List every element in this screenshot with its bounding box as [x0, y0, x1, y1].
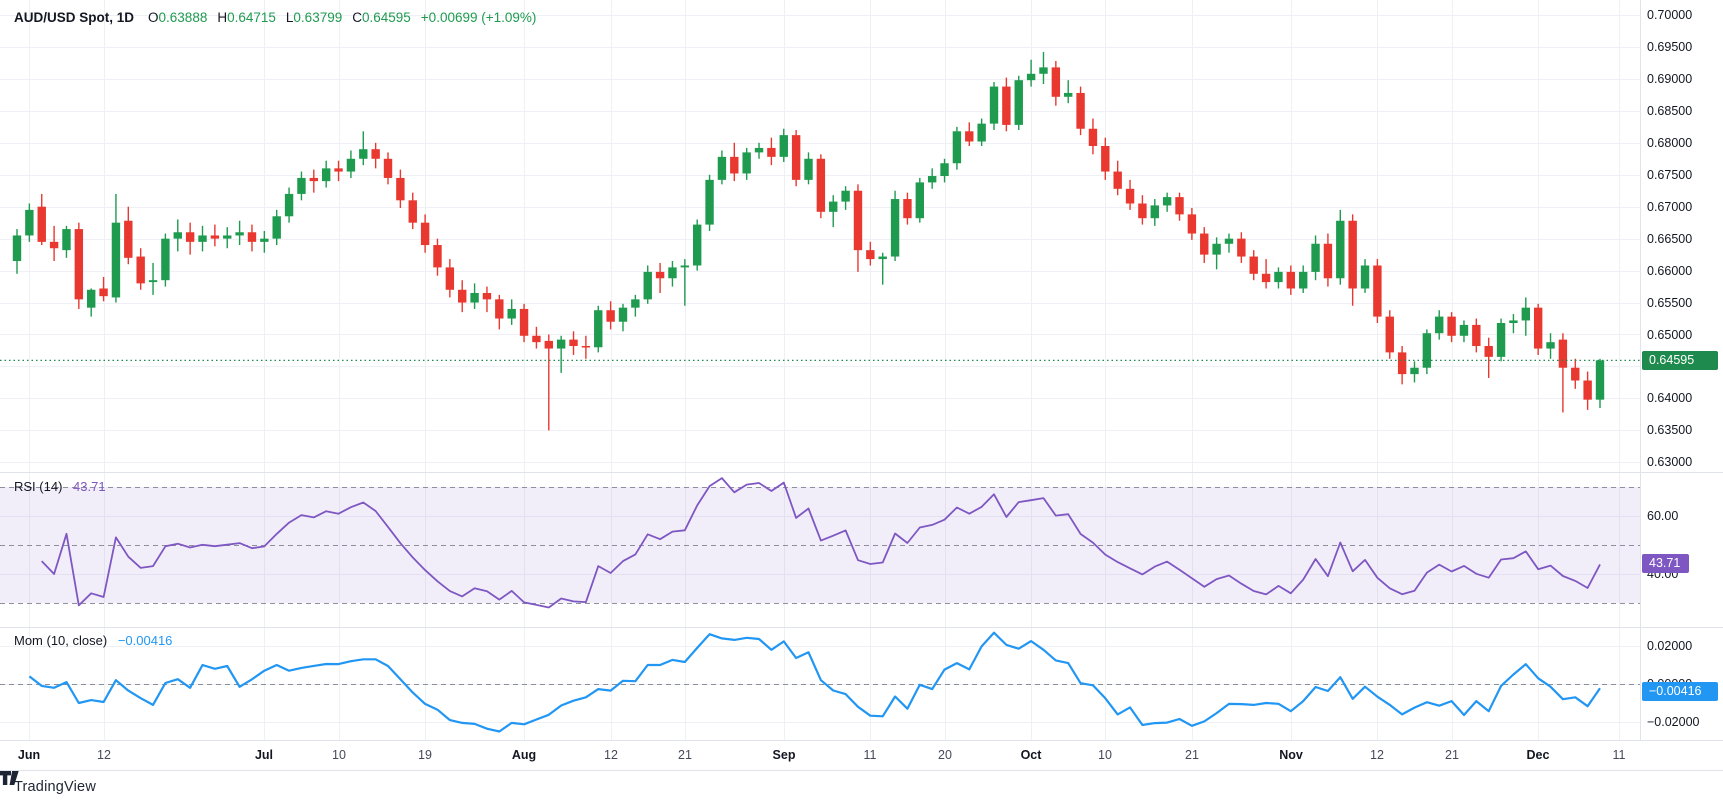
price-axis[interactable]: 0.70000 0.69500 0.69000 0.68500 0.68000 0.675…	[1640, 0, 1723, 740]
tradingview-logo-icon	[0, 771, 19, 785]
mom-legend-value: −0.00416	[117, 633, 173, 648]
mom-axis-label: −0.02000	[1647, 715, 1700, 729]
time-axis-month-label: Dec	[1526, 748, 1550, 762]
indicator-levels	[0, 487, 1640, 685]
footer-bar: TradingView	[0, 771, 1723, 803]
change-value: +0.00699 (+1.09%)	[420, 10, 537, 25]
time-axis-month-label: Jul	[254, 748, 274, 762]
time-axis-day-label: 11	[1612, 748, 1626, 762]
symbol-legend: AUD/USD Spot, 1D O0.63888 H0.64715 L0.63…	[14, 10, 536, 25]
time-axis-month-label: Oct	[1020, 748, 1042, 762]
time-axis-month-label: Jun	[17, 748, 41, 762]
price-axis-label: 0.66000	[1647, 263, 1693, 278]
price-axis-label: 0.65500	[1647, 295, 1693, 310]
price-axis-label: 0.69500	[1647, 39, 1693, 54]
ohlc-high: H0.64715	[217, 10, 276, 25]
price-axis-label: 0.67500	[1647, 167, 1693, 182]
time-axis-day-label: 21	[678, 748, 692, 762]
price-axis-label: 0.70000	[1647, 8, 1693, 22]
time-axis-day-label: 11	[863, 748, 877, 762]
tradingview-logo-text: TradingView	[14, 779, 96, 795]
mom-axis-label: 0.02000	[1647, 639, 1693, 653]
mom-line	[28, 631, 1601, 733]
price-axis-label: 0.65000	[1647, 327, 1693, 342]
price-axis-label: 0.67000	[1647, 199, 1693, 214]
rsi-value-badge: 43.71	[1642, 554, 1689, 573]
rsi-line	[41, 477, 1601, 609]
rsi-legend: RSI (14) 43.71	[14, 479, 106, 494]
tradingview-logo-link[interactable]: TradingView	[0, 771, 96, 795]
time-axis-day-label: 12	[1370, 748, 1384, 762]
ohlc-open: O0.63888	[148, 10, 208, 25]
time-axis-day-label: 21	[1445, 748, 1459, 762]
price-axis-label: 0.63000	[1647, 455, 1693, 470]
symbol-title: AUD/USD Spot, 1D	[14, 10, 135, 25]
time-axis-day-label: 10	[332, 748, 346, 762]
price-axis-label: 0.68500	[1647, 103, 1693, 118]
rsi-legend-value: 43.71	[73, 479, 106, 494]
time-axis-month-label: Aug	[511, 748, 537, 762]
time-axis-day-label: 10	[1098, 748, 1112, 762]
last-price-badge: 0.64595	[1642, 351, 1718, 370]
time-axis-day-label: 21	[1185, 748, 1199, 762]
time-axis-day-label: 19	[418, 748, 432, 762]
price-axis-label: 0.69000	[1647, 71, 1693, 86]
price-axis-label: 0.68000	[1647, 135, 1693, 150]
panel-divider-time-axis	[0, 740, 1723, 741]
candlestick-series	[12, 52, 1605, 431]
ohlc-close: C0.64595	[352, 10, 411, 25]
time-axis-month-label: Nov	[1279, 748, 1303, 762]
ohlc-low: L0.63799	[285, 10, 343, 25]
gridlines	[0, 0, 1640, 740]
mom-legend-title: Mom (10, close)	[14, 633, 108, 648]
rsi-legend-title: RSI (14)	[14, 479, 63, 494]
rsi-axis-label: 60.00	[1647, 509, 1679, 523]
time-axis[interactable]: Jun 12 Jul 10 19 Aug 12 21 Sep 11 20 Oct 10 21 Nov 12 21…	[0, 740, 1723, 770]
price-axis-label: 0.64000	[1647, 391, 1693, 406]
time-axis-day-label: 20	[938, 748, 952, 762]
time-axis-day-label: 12	[604, 748, 618, 762]
time-axis-month-label: Sep	[772, 748, 796, 762]
price-axis-label: 0.63500	[1647, 423, 1693, 438]
panel-divider-rsi-mom	[0, 627, 1723, 628]
mom-legend: Mom (10, close) −0.00416	[14, 633, 172, 648]
time-axis-day-label: 12	[97, 748, 111, 762]
footer-divider	[0, 770, 1723, 771]
panel-divider-main-rsi	[0, 472, 1723, 473]
mom-value-badge: −0.00416	[1642, 682, 1718, 701]
price-axis-label: 0.66500	[1647, 231, 1693, 246]
